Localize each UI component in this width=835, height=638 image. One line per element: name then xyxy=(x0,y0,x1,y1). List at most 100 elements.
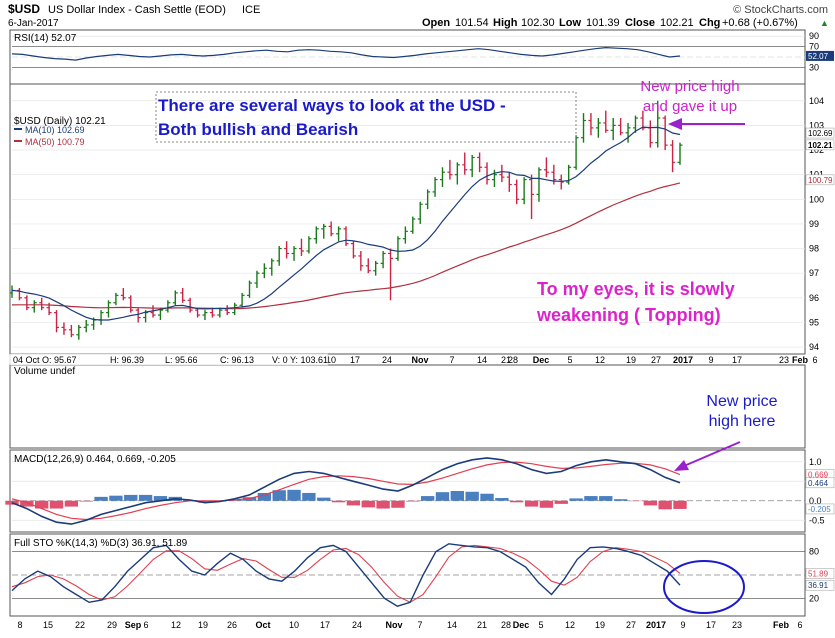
sto-tick-label: 80 xyxy=(809,547,819,557)
macd-value-label: 0.464 xyxy=(808,479,829,488)
macd-histogram-bar xyxy=(584,496,597,501)
rsi-tick-label: 70 xyxy=(809,42,819,52)
macd-histogram-bar xyxy=(465,492,478,501)
sto-x-tick: Feb xyxy=(773,620,790,630)
open-value: 101.54 xyxy=(455,17,489,29)
macd-title: MACD(12,26,9) 0.464, 0.669, -0.205 xyxy=(14,454,176,465)
price-tick-label: 104 xyxy=(809,96,824,106)
price-x-tick: 6 xyxy=(812,355,817,365)
macd-histogram-bar xyxy=(376,501,389,509)
sto-tick-label: 20 xyxy=(809,593,819,603)
open-label: Open xyxy=(422,17,450,29)
sto-x-tick: 26 xyxy=(227,620,237,630)
macd-histogram-bar xyxy=(317,498,330,501)
macd-histogram-bar xyxy=(362,501,375,508)
chart-instrument-name: US Dollar Index - Cash Settle (EOD) xyxy=(48,4,226,16)
sto-x-tick: 22 xyxy=(75,620,85,630)
macd-histogram-bar xyxy=(658,501,671,510)
hover-volume: V: 0 xyxy=(272,355,288,365)
sto-x-tick: 17 xyxy=(706,620,716,630)
sto-x-tick: 9 xyxy=(680,620,685,630)
macd-histogram-bar xyxy=(80,501,93,502)
sto-x-tick: 24 xyxy=(352,620,362,630)
brand-watermark: © StockCharts.com xyxy=(733,4,828,16)
macd-histogram-bar xyxy=(540,501,553,508)
price-x-tick: 17 xyxy=(732,355,742,365)
price-x-tick: 9 xyxy=(708,355,713,365)
annotation-macd-line1: New price xyxy=(706,393,777,410)
high-label: High xyxy=(493,17,518,29)
price-tick-label: 98 xyxy=(809,244,819,254)
macd-histogram-bar xyxy=(332,501,345,503)
sto-d-value: 51.89 xyxy=(808,570,829,579)
macd-histogram-bar xyxy=(391,501,404,508)
macd-tick-label: 1.0 xyxy=(809,457,822,467)
price-x-tick: 12 xyxy=(595,355,605,365)
rsi-tick-label: 30 xyxy=(809,62,819,72)
price-x-tick: Dec xyxy=(533,355,550,365)
macd-histogram-bar xyxy=(599,496,612,501)
price-x-tick: 7 xyxy=(449,355,454,365)
sto-x-tick: 15 xyxy=(43,620,53,630)
macd-histogram-bar xyxy=(614,499,627,501)
sto-x-tick: 29 xyxy=(107,620,117,630)
ma50-tag: 100.79 xyxy=(808,176,833,185)
annotation-price-high-line1: New price high xyxy=(640,78,739,95)
macd-histogram-bar xyxy=(480,494,493,501)
price-tick-label: 99 xyxy=(809,219,819,229)
rsi-title: RSI(14) 52.07 xyxy=(14,33,77,44)
hover-low: L: 95.66 xyxy=(165,355,198,365)
chart-exchange: ICE xyxy=(242,4,260,16)
hover-close: C: 96.13 xyxy=(220,355,254,365)
rsi-tick-label: 90 xyxy=(809,31,819,41)
macd-histogram-bar xyxy=(555,501,568,504)
hover-date-open: 04 Oct O: 95.67 xyxy=(13,355,77,365)
price-legend-ma10: MA(10) 102.69 xyxy=(25,125,85,135)
macd-histogram-bar xyxy=(50,501,63,509)
low-label: Low xyxy=(559,17,581,29)
annotation-box-line2: Both bullish and Bearish xyxy=(158,120,358,139)
price-x-tick: 2017 xyxy=(673,355,693,365)
price-x-tick: 23 xyxy=(779,355,789,365)
volume-title: Volume undef xyxy=(14,366,75,377)
sto-x-tick: 8 xyxy=(17,620,22,630)
macd-histogram-bar xyxy=(525,501,538,507)
macd-histogram-bar xyxy=(287,490,300,501)
sto-x-tick: Nov xyxy=(385,620,402,630)
sto-x-tick: 19 xyxy=(595,620,605,630)
sto-x-tick: 2017 xyxy=(646,620,666,630)
price-tick-label: 95 xyxy=(809,317,819,327)
price-x-tick: 28 xyxy=(508,355,518,365)
last-close-tag: 102.21 xyxy=(808,141,833,150)
price-x-tick: 24 xyxy=(382,355,392,365)
price-legend-ma50: MA(50) 100.79 xyxy=(25,137,85,147)
price-x-tick: 14 xyxy=(477,355,487,365)
sto-x-tick: 19 xyxy=(198,620,208,630)
macd-histogram-bar xyxy=(451,491,464,501)
annotation-eyes-line1: To my eyes, it is slowly xyxy=(537,279,735,299)
sto-x-tick: 27 xyxy=(626,620,636,630)
macd-histogram-bar xyxy=(436,492,449,501)
sto-x-tick: 6 xyxy=(143,620,148,630)
annotation-macd-line2: high here xyxy=(709,413,776,430)
sto-x-tick: 6 xyxy=(797,620,802,630)
macd-histogram-bar xyxy=(569,498,582,500)
hover-y: Y: 103.61 xyxy=(290,355,328,365)
sto-x-tick: 28 xyxy=(501,620,511,630)
rsi-current-label: 52.07 xyxy=(808,52,829,61)
close-label: Close xyxy=(625,17,655,29)
sto-x-tick: 10 xyxy=(289,620,299,630)
sto-title: Full STO %K(14,3) %D(3) 36.91, 51.89 xyxy=(14,538,188,549)
macd-histogram-bar xyxy=(124,495,137,501)
annotation-eyes-line2: weakening ( Topping) xyxy=(536,305,721,325)
price-x-tick: Nov xyxy=(411,355,428,365)
price-x-tick: Feb xyxy=(792,355,809,365)
price-tick-label: 97 xyxy=(809,268,819,278)
chg-value: +0.68 (+0.67%) xyxy=(722,17,798,29)
macd-histogram-bar xyxy=(302,493,315,501)
sto-x-tick: 14 xyxy=(447,620,457,630)
price-x-tick: 27 xyxy=(651,355,661,365)
sto-x-tick: 12 xyxy=(171,620,181,630)
chart-symbol: $USD xyxy=(8,2,40,16)
